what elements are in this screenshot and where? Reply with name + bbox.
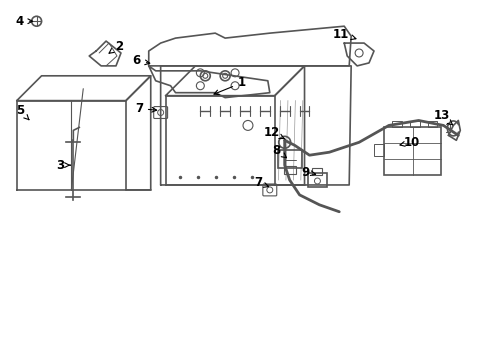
Text: 3: 3 (56, 159, 70, 172)
Text: 7: 7 (253, 176, 268, 189)
Text: 12: 12 (263, 126, 285, 139)
Bar (383, 127, 441, 175)
Bar (391, 121, 401, 127)
Text: 2: 2 (109, 40, 123, 53)
Text: 1: 1 (214, 76, 245, 95)
Text: 5: 5 (16, 104, 29, 120)
Bar (283, 166, 295, 174)
Text: 8: 8 (272, 144, 286, 158)
Bar (277, 150, 301, 168)
Bar (373, 144, 383, 156)
Text: 13: 13 (432, 109, 452, 125)
Text: 9: 9 (301, 166, 315, 179)
Bar (409, 121, 419, 127)
Text: 11: 11 (332, 28, 355, 41)
Text: 4: 4 (16, 15, 33, 28)
Text: 7: 7 (135, 102, 156, 115)
Text: 6: 6 (132, 54, 149, 67)
Bar (307, 173, 326, 187)
Bar (427, 121, 437, 127)
Bar (312, 168, 322, 175)
Text: 10: 10 (399, 136, 419, 149)
